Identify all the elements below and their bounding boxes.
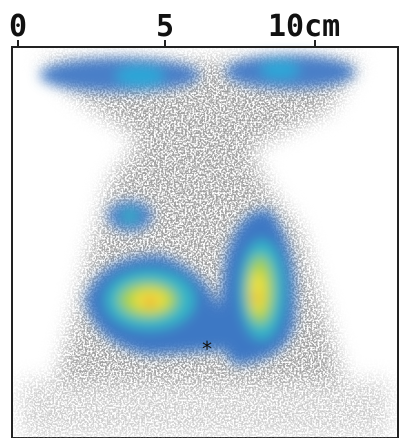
marker: * bbox=[201, 337, 213, 361]
ruler-label: 5 bbox=[156, 9, 174, 44]
uptake-regions bbox=[40, 55, 355, 365]
ruler-label: 10cm bbox=[268, 9, 340, 44]
ruler-label: 0 bbox=[9, 9, 27, 44]
scale-ruler: 0 5 10cm bbox=[9, 9, 398, 48]
body-activity bbox=[13, 48, 397, 438]
